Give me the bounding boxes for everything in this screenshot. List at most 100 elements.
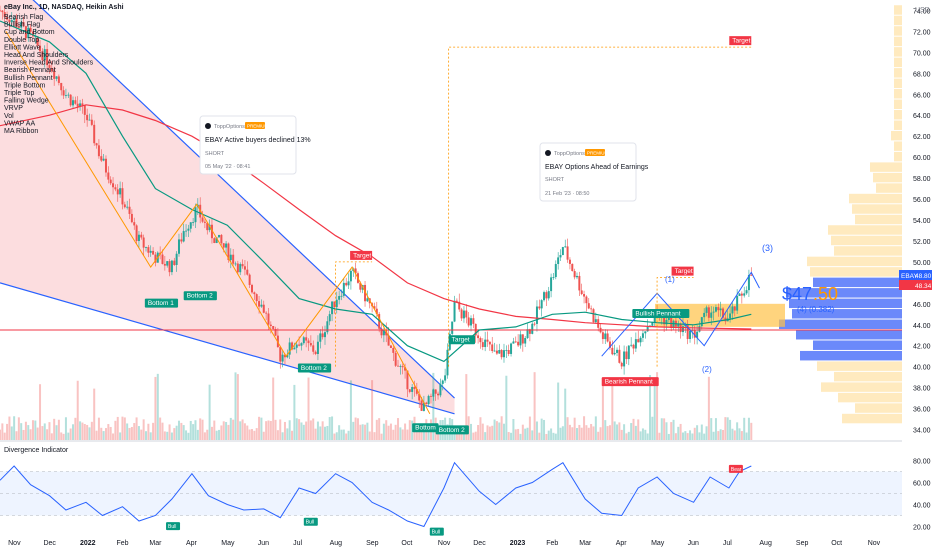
symbol-title[interactable]: eBay Inc., 1D, NASDAQ, Heikin Ashi xyxy=(4,4,124,11)
target-tag[interactable] xyxy=(350,250,373,260)
legend-item[interactable]: Elliott Wave xyxy=(4,44,41,51)
time-tick-label[interactable]: May xyxy=(221,540,235,547)
candle-body xyxy=(295,344,298,348)
divergence-tag[interactable] xyxy=(303,517,318,526)
time-tick-label[interactable]: Mar xyxy=(149,540,162,547)
time-tick-label[interactable]: Oct xyxy=(401,540,412,547)
volume-bar xyxy=(550,428,553,440)
candle-body xyxy=(517,341,520,346)
pattern-tag[interactable] xyxy=(183,291,217,301)
legend-item[interactable]: Cup and Bottom xyxy=(4,29,55,36)
candle-body xyxy=(554,264,557,278)
candle-body xyxy=(703,312,706,318)
volume-bar xyxy=(88,427,91,440)
candle-body xyxy=(404,367,407,371)
idea-card-1[interactable]: ToppOptions PREMIUM EBAY Active buyers d… xyxy=(199,115,311,175)
time-tick-label[interactable]: Jul xyxy=(723,540,732,547)
candle-body xyxy=(382,329,385,336)
divergence-tag[interactable] xyxy=(429,527,444,536)
target-projection-line[interactable] xyxy=(656,277,694,367)
legend-item[interactable]: Triple Bottom xyxy=(4,82,46,89)
candle-body xyxy=(455,300,458,302)
time-axis[interactable]: Nov Dec 2022 Feb Mar Apr May Jun Jul Aug Sep Oct Nov… xyxy=(8,540,881,547)
candle-body xyxy=(686,324,689,339)
legend-item[interactable]: Inverse Head And Shoulders xyxy=(4,60,94,67)
volume-bar xyxy=(145,431,148,440)
time-tick-label[interactable]: Apr xyxy=(186,540,198,547)
time-tick-label[interactable]: Nov xyxy=(868,540,881,547)
volume-bar xyxy=(175,425,178,440)
legend-item[interactable]: Bullish Pennant xyxy=(4,75,53,82)
time-tick-label[interactable]: May xyxy=(651,540,665,547)
time-tick-label[interactable]: Feb xyxy=(546,540,558,547)
candle-body xyxy=(437,393,440,396)
time-tick-label[interactable]: 2022 xyxy=(80,540,96,547)
legend-item[interactable]: Bullish Flag xyxy=(4,22,40,29)
pattern-tag[interactable] xyxy=(144,298,179,308)
wedge-lower-line[interactable] xyxy=(0,282,455,415)
candle-body xyxy=(8,19,11,23)
pattern-zigzag[interactable] xyxy=(5,31,431,415)
candle-body xyxy=(163,263,166,266)
oscillator-title[interactable]: Divergence Indicator xyxy=(4,447,69,454)
time-tick-label[interactable]: Nov xyxy=(8,540,21,547)
time-tick-label[interactable]: Jul xyxy=(293,540,302,547)
volume-bar xyxy=(498,422,501,440)
target-tag[interactable] xyxy=(729,36,752,46)
volume-bar xyxy=(260,417,263,440)
time-tick-label[interactable]: 2023 xyxy=(510,540,526,547)
time-tick-label[interactable]: Nov xyxy=(438,540,451,547)
divergence-tag[interactable] xyxy=(728,464,743,473)
legend-item[interactable]: VRVP xyxy=(4,105,23,112)
legend-item[interactable]: Bearish Flag xyxy=(4,14,43,21)
legend-item[interactable]: Falling Wedge xyxy=(4,98,49,105)
idea-card-2[interactable]: ToppOptions PREMIUM EBAY Options Ahead o… xyxy=(539,142,649,202)
volume-bar xyxy=(502,423,505,440)
time-tick-label[interactable]: Sep xyxy=(366,540,379,547)
price-axis-bg[interactable] xyxy=(902,0,932,532)
time-tick-label[interactable]: Dec xyxy=(43,540,56,547)
time-tick-label[interactable]: Feb xyxy=(116,540,128,547)
legend-item[interactable]: Head And Shoulders xyxy=(4,52,69,59)
time-tick-label[interactable]: Mar xyxy=(579,540,592,547)
volume-bar xyxy=(213,420,216,440)
legend-item[interactable]: Triple Top xyxy=(4,90,34,97)
pattern-tag[interactable] xyxy=(448,335,476,345)
legend-item[interactable]: MA Ribbon xyxy=(4,128,38,135)
target-projection-line[interactable] xyxy=(448,46,752,367)
time-tick-label[interactable]: Jun xyxy=(258,540,269,547)
legend-item[interactable]: Bearish Pennant xyxy=(4,67,56,74)
price-axis: 74.00 72.00 70.00 68.00 66.00 64.00 62.00 60.00… xyxy=(913,8,931,434)
time-tick-label[interactable]: Jun xyxy=(688,540,699,547)
candle-body xyxy=(13,18,16,21)
pattern-tag[interactable] xyxy=(297,363,332,373)
pattern-tag[interactable] xyxy=(632,309,690,319)
time-tick-label[interactable]: Apr xyxy=(616,540,628,547)
time-tick-label[interactable]: Aug xyxy=(759,540,772,547)
volume-bar xyxy=(408,420,411,440)
volume-bar xyxy=(307,377,310,440)
volume-bar xyxy=(53,418,56,440)
pattern-tag[interactable] xyxy=(412,423,439,433)
volume-bar xyxy=(385,420,388,440)
pattern-tag[interactable] xyxy=(435,425,469,435)
target-tag[interactable] xyxy=(671,266,694,276)
time-tick-label[interactable]: Sep xyxy=(796,540,809,547)
divergence-tag[interactable] xyxy=(166,522,181,531)
volume-profile-bar xyxy=(852,204,902,214)
volume-profile-bar xyxy=(855,214,902,225)
time-tick-label[interactable]: Aug xyxy=(330,540,343,547)
legend-item[interactable]: VWAP AA xyxy=(4,120,35,127)
candle-body xyxy=(601,332,604,340)
legend-item[interactable]: Vol xyxy=(4,113,14,120)
time-tick-label[interactable]: Dec xyxy=(473,540,486,547)
pattern-tag[interactable] xyxy=(601,377,659,387)
legend-item[interactable]: Double Top xyxy=(4,37,39,44)
time-tick-label[interactable]: Oct xyxy=(831,540,842,547)
ma-green-line[interactable] xyxy=(0,20,752,363)
oscillator-line[interactable] xyxy=(0,461,752,528)
indicator-legend[interactable]: eBay Inc., 1D, NASDAQ, Heikin Ashi Beari… xyxy=(4,4,124,135)
target-projection-line[interactable] xyxy=(335,261,373,367)
target-tag-label: Target xyxy=(732,38,750,45)
